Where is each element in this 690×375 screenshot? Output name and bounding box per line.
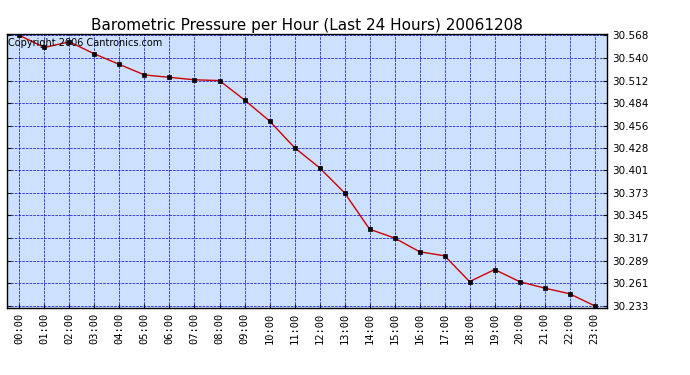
Text: Copyright 2006 Cantronics.com: Copyright 2006 Cantronics.com <box>8 38 162 48</box>
Title: Barometric Pressure per Hour (Last 24 Hours) 20061208: Barometric Pressure per Hour (Last 24 Ho… <box>91 18 523 33</box>
